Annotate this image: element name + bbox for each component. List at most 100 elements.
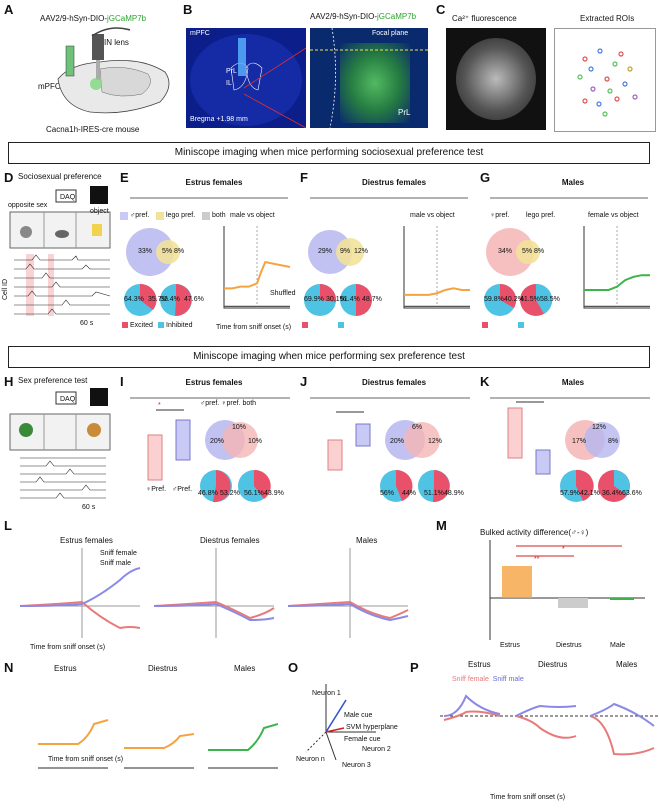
neuron-n-label: Neuron n: [296, 756, 325, 763]
pie2-excited: 51.4%: [340, 296, 360, 303]
f-graphics: [302, 197, 470, 328]
m-cat-estrus: Estrus: [500, 642, 520, 649]
l-title-males: Males: [356, 536, 378, 545]
male-cue-label: Male cue: [344, 712, 373, 719]
pie2-inhibited: 58.5%: [540, 296, 560, 303]
n-graphics: [38, 719, 278, 769]
p-legend: Sniff female Sniff male: [452, 676, 524, 683]
p-title-males: Males: [616, 660, 638, 669]
svm-label: SVM hyperplane: [346, 724, 398, 731]
virus-label: AAV2/9-hSyn-DIO-jGCaMP7b: [310, 12, 417, 21]
venn-pct-3: 12%: [428, 438, 443, 445]
scale-x: 60 s: [80, 320, 94, 327]
j-title: Diestrus females: [361, 378, 427, 387]
panel-letter-i: I: [120, 374, 124, 389]
zoom-overlay: [310, 28, 428, 128]
shuffled-label: Shuffled: [270, 290, 296, 297]
daq-label: DAQ: [60, 194, 76, 201]
i-title: Estrus females: [185, 378, 243, 387]
venn-pct-1: 20%: [390, 438, 405, 445]
l-title-diestrus: Diestrus females: [200, 536, 260, 545]
panel-letter-a: A: [4, 2, 14, 17]
pie1-excited: 56%: [380, 490, 395, 497]
line-title: female vs object: [588, 212, 639, 219]
decoder-accuracy-line: [404, 287, 470, 296]
l-title-estrus: Estrus females: [60, 536, 113, 545]
neuron-1-label: Neuron 1: [312, 690, 341, 697]
chart-axes: [223, 226, 290, 309]
xlabel: Time from sniff onset (s): [216, 324, 292, 331]
k-graphics: [490, 397, 650, 502]
pie2-excited: 52.4%: [160, 296, 180, 303]
panel-letter-l: L: [4, 518, 12, 533]
p-title-diestrus: Diestrus: [538, 660, 568, 669]
i-graphics: [130, 397, 290, 503]
m-star-1: *: [562, 546, 565, 553]
venn-pct-3: 10%: [248, 438, 263, 445]
panel-letter-m: M: [436, 518, 447, 533]
venn-pct-2: 12%: [592, 424, 607, 431]
pie1-excited: 64.3%: [124, 296, 144, 303]
cell-id-label: Cell ID: [2, 278, 9, 300]
banner-sociosexual: Miniscope imaging when mice performing s…: [8, 142, 650, 164]
panel-letter-c: C: [436, 2, 446, 17]
pie2-inhibited: 43.9%: [264, 490, 284, 497]
panel-letter-f: F: [300, 170, 308, 185]
f-title: Diestrus females: [361, 178, 427, 187]
venn-pct-1: 33%: [138, 248, 153, 255]
ca-image: [446, 28, 546, 130]
prl-zoom-label: PrL: [398, 108, 411, 117]
pie1-inhibited: 40.2%: [504, 296, 524, 303]
mouse-brain-illustration: [57, 27, 170, 114]
g-graphics: [482, 197, 650, 328]
panel-letter-h: H: [4, 374, 14, 389]
neuron-3-label: Neuron 3: [342, 762, 371, 769]
zoom-image: [310, 28, 428, 128]
female-cue-label: Female cue: [344, 736, 381, 743]
panel-letter-n: N: [4, 660, 14, 675]
pie2-excited: 51.1%: [424, 490, 444, 497]
mouse-label: Cacna1h-IRES-cre mouse: [46, 125, 140, 134]
venn-pct-2: 9%: [340, 248, 351, 255]
m-graphics: [489, 540, 645, 640]
p-xlabel: Time from sniff onset (s): [490, 794, 566, 801]
l-graphics: [20, 548, 409, 638]
pie1-excited: 46.8%: [198, 490, 218, 497]
region-label: mPFC: [38, 82, 61, 91]
pie1-inhibited: 30.1%: [326, 296, 346, 303]
focal-plane-label: Focal plane: [372, 30, 409, 37]
xtick-male: ♂Pref.: [172, 486, 193, 493]
pie2-excited: 36.4%: [602, 490, 622, 497]
venn-pct-2: 6%: [412, 424, 423, 431]
opposite-label: opposite sex: [8, 202, 48, 209]
virus-label: AAV2/9-hSyn-DIO-jGCaMP7b: [40, 14, 147, 23]
daq-label: DAQ: [60, 396, 76, 403]
panel-letter-d: D: [4, 170, 14, 185]
legend-lego: lego pref.: [526, 212, 556, 219]
brain-section-overlay: [190, 34, 306, 128]
venn-pct-3: 8%: [608, 438, 619, 445]
pie1-excited: 59.8%: [484, 296, 504, 303]
m-star-2: **: [534, 556, 540, 563]
m-title: Bulked activity difference(♂-♀): [480, 528, 589, 537]
e-title: Estrus females: [185, 178, 243, 187]
h-illustration: [9, 388, 111, 499]
p-graphics: [440, 694, 658, 756]
j-graphics: [310, 397, 470, 503]
legend-male: ♂pref.: [130, 212, 150, 219]
xtick-female: ♀Pref.: [146, 486, 167, 493]
roi-image: [554, 28, 656, 132]
venn-pct-2: 5%: [162, 248, 173, 255]
pie1-inhibited: 44%: [402, 490, 417, 497]
l-legend-male: Sniff male: [100, 560, 131, 567]
legend-lego: lego pref.: [166, 212, 196, 219]
legend-female: ♀pref.: [490, 212, 510, 219]
pie2-inhibited: 48.9%: [444, 490, 464, 497]
il-label: IL: [226, 80, 232, 87]
region-label: mPFC: [190, 30, 210, 37]
venn-pct-3: 12%: [354, 248, 369, 255]
arena-illustration: [9, 186, 111, 249]
panel-letter-e: E: [120, 170, 129, 185]
chart-axes: [403, 226, 470, 309]
excited-label: Excited: [130, 322, 153, 329]
